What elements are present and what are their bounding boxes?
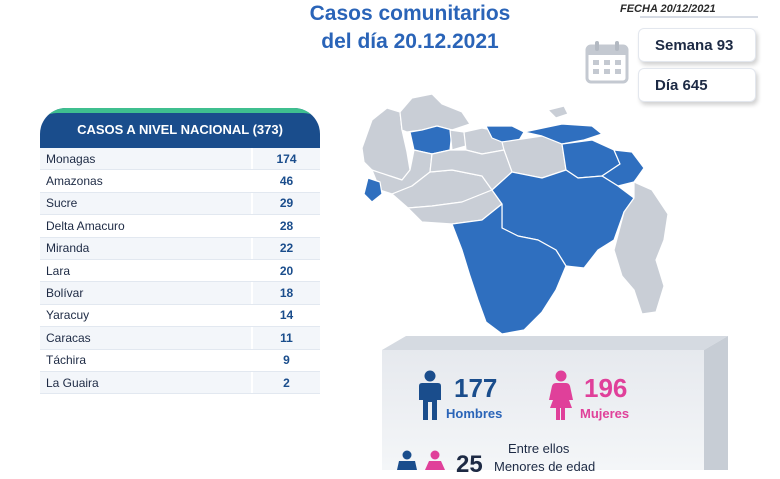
table-row: La Guaira 2 <box>40 371 320 395</box>
map-region-essequibo <box>613 181 669 315</box>
table-row: Yaracuy 14 <box>40 304 320 328</box>
state-case-count: 11 <box>280 330 293 345</box>
table-row: Táchira 9 <box>40 349 320 372</box>
column-divider <box>251 349 253 371</box>
column-divider <box>251 192 253 215</box>
table-row: Monagas 174 <box>40 148 320 171</box>
state-name: Sucre <box>46 196 78 211</box>
table-row: Bolívar 18 <box>40 282 320 305</box>
title-line-2: del día 20.12.2021 <box>321 30 499 53</box>
table-row: Miranda 22 <box>40 237 320 260</box>
map-state-falcon <box>399 93 471 133</box>
divider <box>640 16 758 18</box>
state-name: Lara <box>46 263 71 278</box>
table-row: Caracas 11 <box>40 327 320 350</box>
state-name: Amazonas <box>46 174 103 189</box>
state-name: Monagas <box>46 151 96 166</box>
page-title: Casos comunitarios del día 20.12.2021 <box>250 0 570 56</box>
men-count: 177 <box>454 373 498 403</box>
map-state-amazonas <box>451 203 567 335</box>
map-island-margarita <box>547 105 569 119</box>
state-case-count: 174 <box>276 151 297 166</box>
state-case-count: 46 <box>279 174 294 189</box>
national-cases-label: CASOS A NIVEL NACIONAL (373) <box>77 122 283 137</box>
state-name: Táchira <box>46 353 87 368</box>
state-name: Miranda <box>46 241 90 256</box>
state-case-count: 20 <box>279 263 294 278</box>
female-icon <box>549 370 573 420</box>
venezuela-map <box>361 93 669 335</box>
column-divider <box>251 282 253 304</box>
state-name: Bolívar <box>46 286 84 301</box>
boy-icon <box>397 450 417 470</box>
table-row: Amazonas 46 <box>40 170 320 193</box>
state-name: La Guaira <box>46 375 99 390</box>
table-row: Delta Amacuro 28 <box>40 215 320 238</box>
state-case-count: 22 <box>279 241 294 256</box>
minors-intro: Entre ellos <box>508 441 570 456</box>
map-state-tachira <box>363 177 383 203</box>
state-case-count: 2 <box>283 375 290 390</box>
state-case-count: 29 <box>279 196 294 211</box>
column-divider <box>251 371 253 394</box>
column-divider <box>251 170 253 192</box>
national-cases-header: CASOS A NIVEL NACIONAL (373) <box>40 108 320 148</box>
title-line-1: Casos comunitarios <box>309 2 511 25</box>
state-case-count: 9 <box>283 353 290 368</box>
day-badge: Día 645 <box>638 68 756 102</box>
date-label: FECHA 20/12/2021 <box>620 3 716 15</box>
men-label: Hombres <box>446 406 503 421</box>
map-state-delta-amacuro <box>601 149 645 187</box>
state-cases-table: Monagas 174 Amazonas 46 Sucre 29 Delta Amacuro… <box>40 148 320 395</box>
male-icon <box>419 370 441 420</box>
column-divider <box>251 237 253 259</box>
column-divider <box>251 259 253 282</box>
minors-label: Menores de edad <box>494 459 596 474</box>
state-case-count: 14 <box>279 308 294 323</box>
header-accent <box>40 108 320 125</box>
state-name: Caracas <box>46 330 91 345</box>
column-divider <box>251 148 253 170</box>
column-divider <box>251 215 253 237</box>
state-name: Delta Amacuro <box>46 218 125 233</box>
map-state-sucre <box>523 123 603 145</box>
state-name: Yaracuy <box>46 308 90 323</box>
table-row: Lara 20 <box>40 259 320 283</box>
girl-icon <box>425 450 445 470</box>
calendar-icon <box>585 41 629 84</box>
column-divider <box>251 304 253 327</box>
table-row: Sucre 29 <box>40 192 320 216</box>
minors-count: 25 <box>456 451 483 478</box>
women-label: Mujeres <box>580 406 630 421</box>
week-badge: Semana 93 <box>638 28 756 62</box>
women-count: 196 <box>584 373 628 403</box>
state-case-count: 28 <box>279 218 294 233</box>
column-divider <box>251 327 253 349</box>
state-case-count: 18 <box>279 286 294 301</box>
